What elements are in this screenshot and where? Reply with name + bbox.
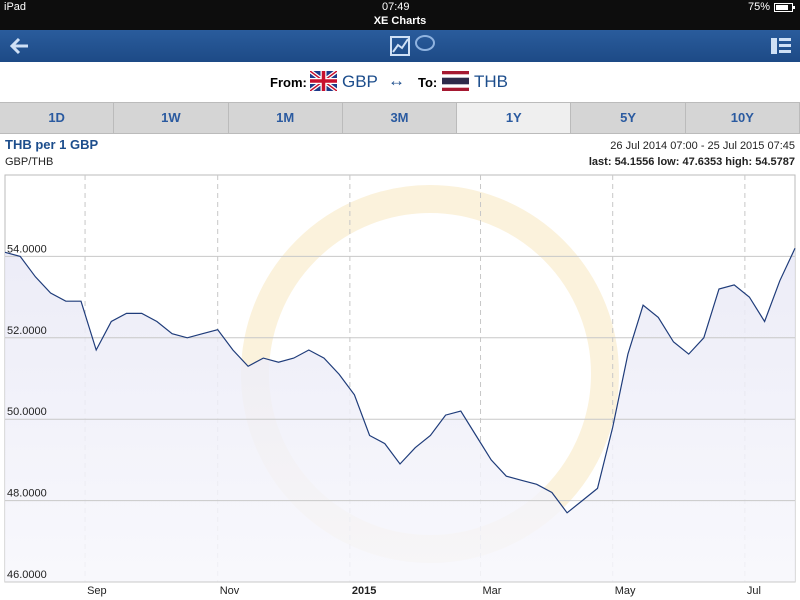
stat-value: 47.6353 [682,156,722,168]
x-tick-label: Mar [483,585,502,597]
x-tick-label: May [615,585,636,597]
menu-button[interactable] [770,36,792,56]
chart-icon[interactable] [388,33,436,59]
y-tick-label: 52.0000 [7,325,47,337]
to-currency[interactable]: THB [474,72,508,91]
battery: 75% [747,1,770,13]
thai-flag[interactable] [442,71,469,91]
stat-value: 54.5787 [755,156,795,168]
x-tick-label: Jul [747,585,761,597]
y-tick-label: 46.0000 [7,569,47,581]
chart: THB per 1 GBP GBP/THB 26 Jul 2014 07:00 … [4,137,796,597]
range-tab[interactable]: 1M [229,103,343,133]
area-fill [5,248,795,583]
range-tab[interactable]: 1W [114,103,229,133]
range-tab[interactable]: 3M [343,103,458,133]
chart-title: THB per 1 GBP [5,137,99,152]
stat-label: high: [725,156,752,168]
range-tab[interactable]: 1Y [457,103,572,133]
y-tick-label: 48.0000 [7,488,47,500]
chart-subtitle: GBP/THB [5,156,53,168]
stats: last: 54.1556 low: 47.6353 high: 54.5787 [589,156,795,168]
status-bar: iPad 07:49 75% XE Charts [0,0,800,30]
app-title: XE Charts [373,15,427,27]
clock: 07:49 [382,1,410,13]
y-tick-label: 54.0000 [7,243,47,255]
date-range: 26 Jul 2014 07:00 - 25 Jul 2015 07:45 [610,140,795,152]
range-tabs: 1D 1W 1M 3M 1Y 5Y 10Y [0,102,800,134]
currency-selector: From: GBP ↔ To: THB [0,62,800,102]
nav-bar [0,30,800,62]
from-currency[interactable]: GBP [342,72,378,91]
x-tick-label: Sep [87,585,107,597]
stat-label: last: [589,156,612,168]
device-name: iPad [4,1,27,13]
uk-flag[interactable] [310,71,337,91]
swap-arrow[interactable]: ↔ [388,71,405,90]
x-tick-label: Nov [220,585,240,597]
battery-icon [774,3,795,12]
range-tab[interactable]: 5Y [571,103,686,133]
y-tick-label: 50.0000 [7,406,47,418]
stat-value: 54.1556 [615,156,655,168]
to-label: To: [418,75,438,90]
range-tab[interactable]: 10Y [686,103,800,133]
x-tick-label: 2015 [352,585,376,597]
stat-label: low: [657,156,679,168]
from-label: From: [270,75,307,90]
price-line [4,248,796,514]
back-button[interactable] [8,36,32,56]
range-tab[interactable]: 1D [0,103,115,133]
